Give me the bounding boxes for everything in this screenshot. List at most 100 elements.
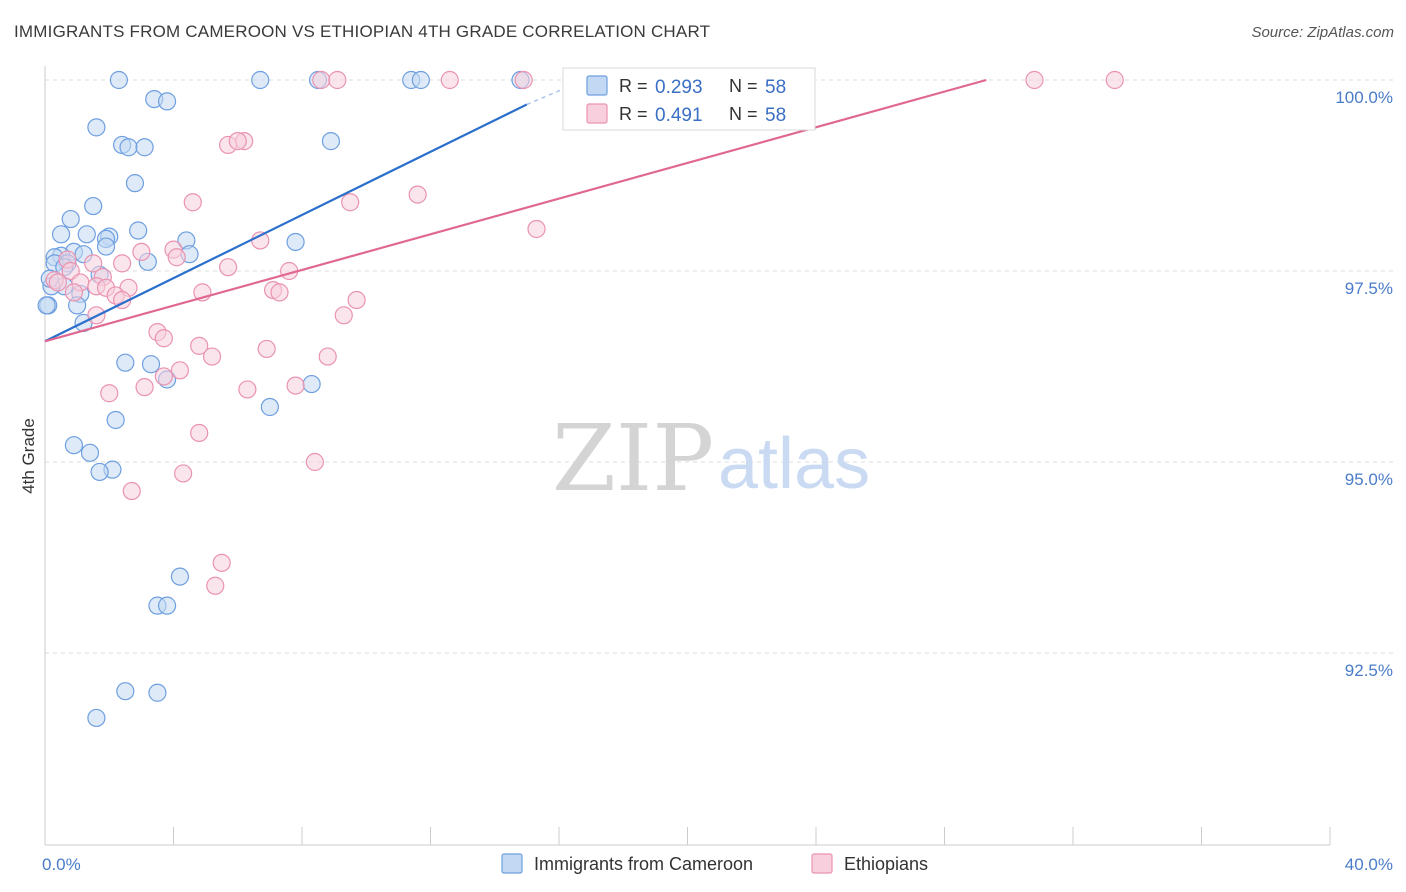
point-cameroon-14 (84, 196, 103, 216)
point-ethiopian-46 (170, 361, 190, 380)
series-legend: Immigrants from Cameroon Ethiopians (501, 853, 928, 874)
trend-line-ethiopian (44, 78, 987, 343)
point-ethiopian-27 (112, 254, 132, 273)
point-ethiopian-33 (270, 283, 289, 302)
correlation-legend: R = 0.293 N = 58 R = 0.491 N = 58 (562, 67, 816, 131)
point-cameroon-10 (119, 138, 138, 157)
point-ethiopian-0 (312, 70, 331, 90)
point-cameroon-8 (87, 118, 106, 137)
point-ethiopian-13 (527, 219, 546, 239)
series-legend-label-blue[interactable]: Immigrants from Cameroon (534, 854, 753, 874)
point-ethiopian-15 (132, 242, 151, 261)
legend-n-value-pink: 58 (765, 105, 786, 126)
point-ethiopian-50 (238, 380, 257, 399)
point-ethiopian-43 (257, 339, 276, 359)
y-tick-label-0: 100.0% (1335, 88, 1393, 107)
point-cameroon-45 (64, 436, 84, 455)
point-ethiopian-10 (183, 193, 202, 212)
point-ethiopian-34 (347, 290, 366, 310)
x-tick-label-0: 0.0% (42, 855, 81, 874)
point-cameroon-42 (260, 397, 279, 417)
point-cameroon-51 (157, 596, 177, 615)
point-ethiopian-6 (1105, 70, 1124, 90)
legend-swatch-blue (586, 75, 608, 96)
point-cameroon-44 (106, 410, 125, 430)
point-ethiopian-45 (318, 347, 337, 366)
point-ethiopian-9 (228, 132, 247, 151)
point-cameroon-13 (125, 174, 145, 193)
point-ethiopian-35 (64, 283, 84, 302)
point-ethiopian-49 (100, 384, 119, 403)
trend-layer (44, 78, 987, 343)
point-cameroon-48 (90, 462, 109, 482)
point-ethiopian-3 (514, 70, 533, 90)
point-cameroon-24 (96, 237, 116, 256)
point-ethiopian-5 (1025, 70, 1044, 90)
point-ethiopian-24 (48, 273, 67, 292)
point-ethiopian-12 (408, 185, 427, 204)
point-cameroon-0 (109, 70, 128, 90)
point-ethiopian-41 (190, 336, 209, 355)
point-ethiopian-11 (341, 193, 360, 212)
point-ethiopian-51 (286, 376, 305, 395)
legend-swatch-pink (586, 103, 608, 124)
point-ethiopian-1 (328, 70, 347, 90)
point-cameroon-17 (77, 225, 96, 244)
point-cameroon-43 (302, 374, 321, 394)
point-cameroon-11 (135, 138, 154, 157)
point-cameroon-12 (321, 132, 341, 151)
y-tick-labels: 100.0% 97.5% 95.0% 92.5% (1335, 88, 1393, 680)
legend-n-label-blue: N = (729, 76, 758, 96)
point-cameroon-54 (87, 708, 106, 728)
point-ethiopian-42 (202, 347, 222, 366)
point-cameroon-52 (116, 682, 135, 701)
point-ethiopian-17 (167, 248, 186, 267)
point-cameroon-40 (141, 355, 161, 374)
watermark: ZIP atlas (552, 405, 870, 512)
point-cameroon-20 (129, 221, 148, 240)
point-ethiopian-56 (212, 553, 231, 572)
x-tick-labels: 0.0% 40.0% (42, 855, 1393, 874)
point-cameroon-39 (116, 353, 135, 372)
legend-r-value-blue: 0.293 (655, 77, 703, 98)
point-ethiopian-57 (206, 576, 225, 595)
trend-line-cameroon (44, 103, 528, 343)
axis-layer (44, 66, 1331, 846)
point-cameroon-7 (157, 92, 177, 111)
point-ethiopian-54 (174, 464, 193, 483)
point-ethiopian-55 (122, 481, 141, 501)
series-legend-swatch-blue[interactable] (501, 853, 523, 874)
legend-n-value-blue: 58 (765, 77, 786, 98)
x-tick-label-1: 40.0% (1345, 855, 1393, 874)
point-cameroon-15 (61, 209, 80, 229)
y-tick-label-1: 97.5% (1345, 279, 1393, 298)
point-ethiopian-47 (154, 367, 173, 386)
point-cameroon-49 (170, 567, 190, 586)
point-ethiopian-52 (190, 423, 209, 443)
legend-n-label-pink: N = (729, 104, 758, 124)
grid-layer (45, 79, 1395, 654)
point-cameroon-22 (286, 232, 305, 252)
point-cameroon-16 (51, 225, 71, 244)
point-ethiopian-2 (440, 70, 459, 90)
trend-line-cameroon-extension (526, 79, 585, 106)
chart-title: IMMIGRANTS FROM CAMEROON VS ETHIOPIAN 4T… (14, 22, 711, 41)
point-ethiopian-14 (84, 254, 103, 273)
source-label: Source: ZipAtlas.com (1251, 24, 1394, 41)
point-cameroon-1 (251, 70, 270, 90)
series-legend-swatch-pink[interactable] (811, 853, 833, 874)
point-ethiopian-40 (154, 329, 173, 348)
point-cameroon-46 (80, 443, 100, 462)
y-tick-label-3: 92.5% (1345, 661, 1393, 680)
y-tick-label-2: 95.0% (1345, 470, 1393, 489)
watermark-zip: ZIP (552, 405, 714, 512)
point-ethiopian-48 (135, 378, 154, 397)
point-cameroon-4 (411, 70, 430, 90)
point-cameroon-55 (37, 296, 56, 315)
point-ethiopian-44 (334, 306, 353, 325)
series-legend-label-pink[interactable]: Ethiopians (844, 854, 928, 874)
legend-r-label-blue: R = (619, 76, 648, 96)
legend-r-label-pink: R = (619, 104, 648, 124)
